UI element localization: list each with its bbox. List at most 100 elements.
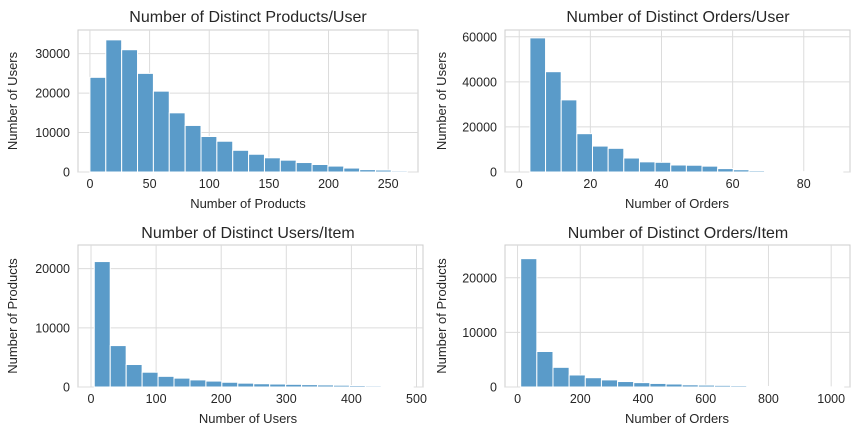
x-tick-label: 20 bbox=[583, 177, 597, 191]
panel-products-per-user: Number of Distinct Products/User 0 50 100 1… bbox=[5, 9, 419, 211]
histogram-bar bbox=[141, 371, 159, 388]
histogram-bars bbox=[520, 258, 845, 388]
histogram-bar bbox=[285, 383, 303, 388]
histogram-bar bbox=[584, 377, 602, 388]
histogram-bar bbox=[216, 140, 234, 173]
histogram-bar bbox=[348, 385, 366, 388]
histogram-bar bbox=[263, 157, 281, 173]
histogram-bar bbox=[552, 366, 570, 388]
histogram-bar bbox=[697, 384, 716, 388]
histogram-bar bbox=[317, 384, 334, 388]
x-tick-label: 150 bbox=[258, 177, 279, 191]
x-tick-label: 1000 bbox=[817, 392, 845, 406]
histogram-bar bbox=[173, 377, 191, 388]
histogram-bar bbox=[295, 162, 313, 173]
histogram-bar bbox=[301, 384, 319, 388]
histogram-bar bbox=[232, 149, 250, 173]
x-tick-label: 200 bbox=[318, 177, 339, 191]
chart-title: Number of Distinct Users/Item bbox=[141, 225, 354, 242]
x-tick-label: 100 bbox=[146, 392, 167, 406]
histogram-bar bbox=[623, 157, 640, 173]
histogram-bar bbox=[184, 124, 202, 173]
y-axis-label: Number of Products bbox=[434, 258, 449, 374]
y-tick-labels: 0 10000 20000 30000 bbox=[35, 47, 70, 179]
histogram-bar bbox=[343, 167, 361, 173]
histogram-bar bbox=[279, 159, 297, 173]
histogram-bar bbox=[253, 383, 271, 388]
x-tick-labels: 0 50 100 150 200 250 bbox=[86, 177, 398, 191]
histogram-bar bbox=[520, 258, 538, 388]
histogram-bar bbox=[665, 383, 683, 388]
histogram-bar bbox=[732, 169, 750, 173]
histogram-bar bbox=[730, 385, 748, 388]
histogram-bar bbox=[125, 364, 143, 388]
y-axis-label: Number of Users bbox=[5, 51, 20, 150]
y-tick-label: 20000 bbox=[35, 87, 70, 101]
x-tick-label: 50 bbox=[143, 177, 157, 191]
y-tick-label: 20000 bbox=[35, 262, 70, 276]
histogram-bar bbox=[536, 351, 554, 388]
x-tick-labels: 0 20 40 60 80 bbox=[516, 177, 811, 191]
histogram-bar bbox=[89, 76, 107, 173]
x-tick-label: 250 bbox=[378, 177, 399, 191]
histogram-bar bbox=[152, 90, 170, 173]
x-tick-label: 200 bbox=[211, 392, 232, 406]
x-tick-labels: 0 200 400 600 800 1000 bbox=[514, 392, 845, 406]
histogram-bar bbox=[670, 164, 687, 173]
x-tick-label: 0 bbox=[88, 392, 95, 406]
histogram-bar bbox=[529, 37, 547, 173]
y-tick-label: 0 bbox=[490, 381, 497, 395]
histogram-bar bbox=[380, 385, 398, 388]
y-tick-label: 30000 bbox=[35, 47, 70, 61]
y-tick-label: 0 bbox=[63, 381, 70, 395]
histogram-bar bbox=[364, 385, 382, 388]
histogram-bar bbox=[714, 384, 732, 388]
histogram-bar bbox=[576, 133, 593, 173]
histogram-bar bbox=[396, 385, 414, 388]
y-axis-label: Number of Products bbox=[5, 258, 20, 374]
histogram-bar bbox=[237, 382, 255, 388]
histogram-bar bbox=[638, 161, 656, 173]
x-tick-label: 300 bbox=[276, 392, 297, 406]
x-tick-label: 80 bbox=[797, 177, 811, 191]
histogram-bar bbox=[157, 375, 175, 388]
histogram-bar bbox=[105, 39, 123, 173]
histogram-bar bbox=[375, 169, 392, 173]
histogram-bar bbox=[600, 379, 619, 388]
panel-users-per-item: Number of Distinct Users/Item 0 100 200 300… bbox=[5, 225, 427, 426]
histogram-bar bbox=[560, 99, 578, 173]
histogram-bar bbox=[269, 383, 287, 388]
histogram-bar bbox=[654, 161, 672, 173]
chart-title: Number of Distinct Orders/User bbox=[566, 9, 790, 26]
y-tick-labels: 0 20000 40000 60000 bbox=[462, 30, 497, 179]
y-tick-label: 10000 bbox=[35, 126, 70, 140]
y-axis-label: Number of Users bbox=[434, 51, 449, 150]
histogram-bars bbox=[89, 39, 408, 173]
x-tick-label: 40 bbox=[655, 177, 669, 191]
histogram-bar bbox=[607, 147, 625, 173]
panel-orders-per-item: Number of Distinct Orders/Item 0 200 400 60… bbox=[434, 225, 851, 426]
x-axis-label: Number of Products bbox=[190, 196, 306, 211]
histogram-bar bbox=[93, 261, 111, 388]
histogram-bar bbox=[332, 384, 350, 388]
x-tick-label: 200 bbox=[570, 392, 591, 406]
histogram-bar bbox=[109, 345, 127, 388]
y-tick-labels: 0 10000 20000 bbox=[35, 262, 70, 394]
histogram-bar bbox=[764, 170, 781, 173]
y-tick-label: 20000 bbox=[462, 120, 497, 134]
x-tick-label: 800 bbox=[758, 392, 779, 406]
x-tick-label: 0 bbox=[86, 177, 93, 191]
x-axis-label: Number of Users bbox=[199, 411, 298, 426]
x-tick-label: 400 bbox=[341, 392, 362, 406]
y-tick-label: 0 bbox=[63, 166, 70, 180]
histogram-bar bbox=[545, 71, 562, 173]
y-tick-label: 10000 bbox=[35, 321, 70, 335]
x-axis-label: Number of Orders bbox=[625, 411, 730, 426]
histogram-bar bbox=[137, 72, 154, 173]
histogram-bar bbox=[327, 165, 345, 173]
histogram-bar bbox=[748, 170, 766, 173]
plot-area bbox=[504, 244, 851, 388]
x-tick-label: 60 bbox=[726, 177, 740, 191]
histogram-bar bbox=[311, 164, 329, 173]
